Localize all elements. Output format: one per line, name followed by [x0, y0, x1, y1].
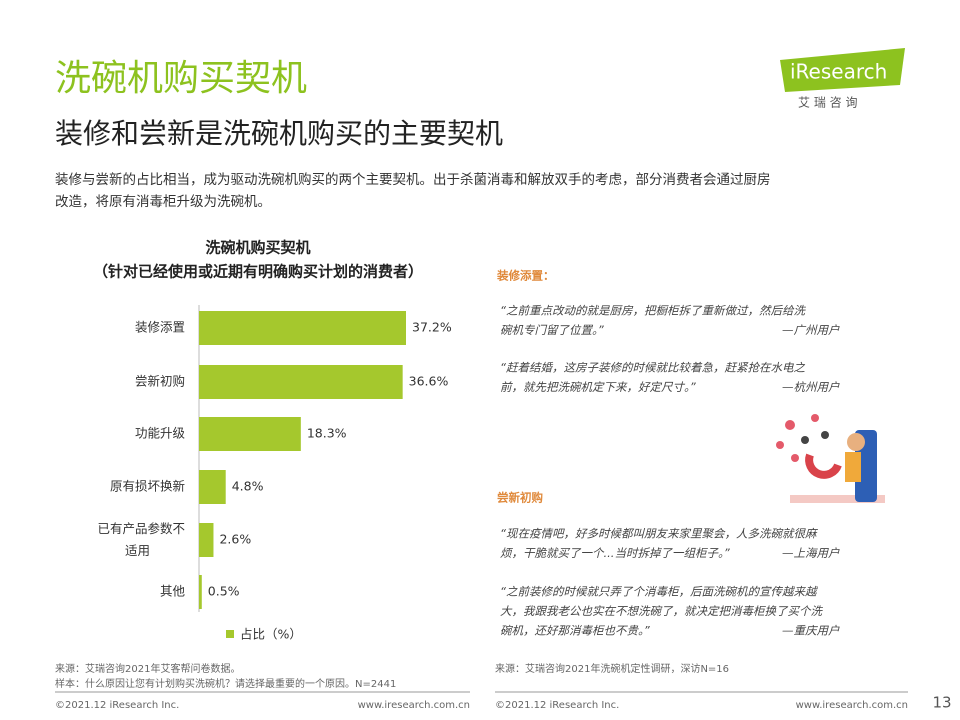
- quote-line: “现在疫情吧，好多时候都叫朋友来家里聚会，人多洗碗就很麻: [500, 527, 818, 541]
- bar: [199, 523, 214, 557]
- section-heading: 尝新初购: [497, 491, 543, 505]
- value-label: 36.6%: [409, 374, 449, 389]
- bar: [199, 365, 403, 399]
- quote-line: 碗机，还好那消毒柜也不贵。”: [500, 624, 651, 638]
- category-label: 原有损坏换新: [110, 479, 185, 494]
- value-label: 4.8%: [232, 479, 264, 494]
- chart-title: 洗碗机购买契机: [205, 239, 310, 257]
- bar: [199, 417, 301, 451]
- quote-line: 大，我跟我老公也实在不想洗碗了，就决定把消毒柜换了买个洗: [500, 604, 823, 618]
- logo-shape: [780, 48, 905, 92]
- source: 样本：什么原因让您有计划购买洗碗机？请选择最重要的一个原因。N=2441: [55, 677, 396, 690]
- source: 来源：艾瑞咨询2021年艾客帮问卷数据。: [55, 662, 240, 675]
- chart-title: （针对已经使用或近期有明确购买计划的消费者）: [93, 263, 423, 281]
- quote-line: “之前装修的时候就只弄了个消毒柜，后面洗碗机的宣传越来越: [500, 585, 818, 599]
- page-subtitle: 装修和尝新是洗碗机购买的主要契机: [55, 117, 503, 150]
- quote-line: 碗机专门留了位置。”: [500, 323, 605, 337]
- quote-line: “赶着结婚，这房子装修的时候就比较着急，赶紧抢在水电之: [500, 361, 805, 375]
- source: 来源：艾瑞咨询2021年洗碗机定性调研，深访N=16: [495, 662, 729, 675]
- category-label: 已有产品参数不适用: [97, 521, 185, 558]
- category-label: 尝新初购: [135, 374, 185, 389]
- bar: [199, 575, 202, 609]
- copyright: ©2021.12 iResearch Inc.: [495, 700, 619, 711]
- description: 装修与尝新的占比相当，成为驱动洗碗机购买的两个主要契机。出于杀菌消毒和解放双手的…: [55, 172, 771, 188]
- value-label: 37.2%: [412, 320, 452, 335]
- legend-swatch: [226, 630, 234, 638]
- website: www.iresearch.com.cn: [796, 700, 908, 711]
- value-label: 2.6%: [219, 532, 251, 547]
- bar: [199, 470, 226, 504]
- logo-brand: iResearch: [790, 60, 887, 84]
- quote-author: —重庆用户: [782, 624, 840, 638]
- category-label: 装修添置: [135, 320, 185, 335]
- quote-line: “之前重点改动的就是厨房，把橱柜拆了重新做过，然后给洗: [500, 304, 806, 318]
- illustration: [776, 414, 885, 503]
- logo-chinese: 艾 瑞 咨 询: [798, 95, 857, 110]
- value-label: 18.3%: [307, 426, 347, 441]
- description: 改造，将原有消毒柜升级为洗碗机。: [55, 194, 271, 210]
- quote-author: —广州用户: [782, 323, 840, 337]
- quote-author: —上海用户: [782, 546, 840, 560]
- quote-line: 前，就先把洗碗机定下来，好定尺寸。”: [500, 380, 697, 394]
- website: www.iresearch.com.cn: [358, 700, 470, 711]
- quote-author: —杭州用户: [782, 380, 840, 394]
- quote-line: 烦，干脆就买了一个...当时拆掉了一组柜子。”: [500, 546, 731, 560]
- section-heading: 装修添置：: [496, 269, 555, 283]
- legend-label: 占比（%）: [240, 627, 302, 642]
- page-number: 13: [932, 694, 951, 712]
- copyright: ©2021.12 iResearch Inc.: [55, 700, 179, 711]
- value-label: 0.5%: [208, 584, 240, 599]
- bar: [199, 311, 406, 345]
- category-label: 功能升级: [135, 426, 186, 441]
- category-label: 其他: [160, 584, 186, 599]
- page-title: 洗碗机购买契机: [55, 58, 307, 99]
